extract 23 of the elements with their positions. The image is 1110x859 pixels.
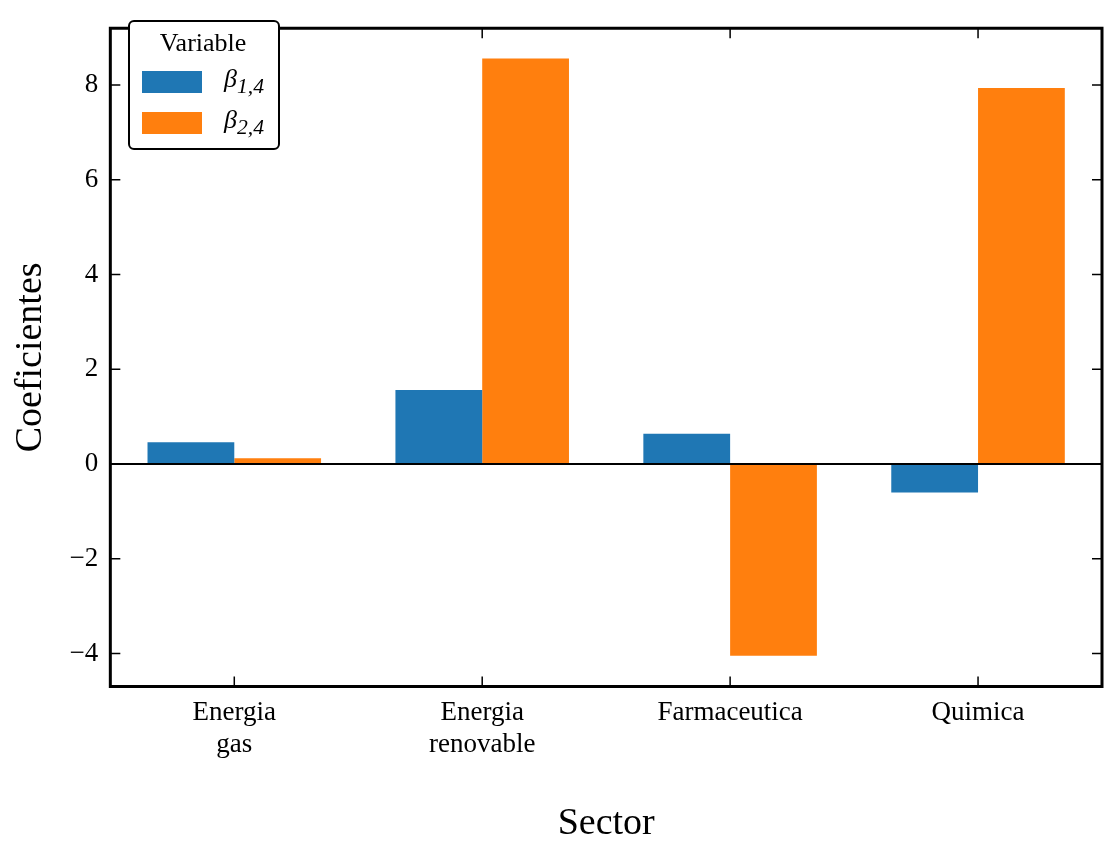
bar	[395, 390, 483, 464]
y-tick-label: 4	[84, 257, 99, 288]
x-tick-label: Energia renovable	[428, 695, 536, 759]
y-tick-label: 0	[84, 447, 99, 478]
y-tick-label: −4	[69, 636, 99, 667]
y-axis-title: Coeficientes	[6, 262, 49, 453]
legend-label: β$_{2,4}$	[224, 105, 265, 141]
legend-label: β$_{1,4}$	[224, 64, 265, 100]
y-tick-label: −2	[69, 541, 99, 572]
legend-title: Variable	[158, 28, 248, 58]
y-tick-label: 2	[84, 352, 99, 383]
y-tick-label: 6	[84, 162, 99, 193]
bar	[978, 87, 1065, 464]
x-axis-title: Sector	[557, 800, 656, 843]
x-tick-label: Energia gas	[192, 695, 277, 759]
bar	[482, 58, 569, 464]
x-tick-label: Quimica	[931, 695, 1025, 726]
bar	[147, 442, 235, 464]
x-tick-label: Farmaceutica	[657, 695, 803, 726]
bar	[730, 463, 817, 656]
bar	[891, 463, 979, 493]
bar	[643, 433, 731, 464]
y-tick-label: 8	[84, 68, 99, 99]
